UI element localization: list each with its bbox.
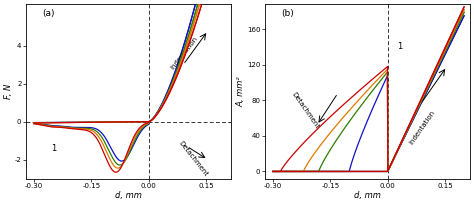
Text: Detachment: Detachment	[177, 140, 209, 177]
Text: (a): (a)	[43, 9, 55, 18]
X-axis label: d, mm: d, mm	[115, 191, 142, 200]
X-axis label: d, mm: d, mm	[354, 191, 381, 200]
Text: (b): (b)	[282, 9, 294, 18]
Text: Indentation: Indentation	[170, 35, 199, 71]
Text: $1$: $1$	[397, 40, 404, 51]
Y-axis label: F, N: F, N	[4, 84, 13, 99]
Text: Detachment: Detachment	[290, 91, 320, 130]
Text: Indentation: Indentation	[409, 109, 437, 145]
Text: $1$: $1$	[51, 142, 58, 153]
Y-axis label: A, mm²: A, mm²	[237, 76, 246, 107]
